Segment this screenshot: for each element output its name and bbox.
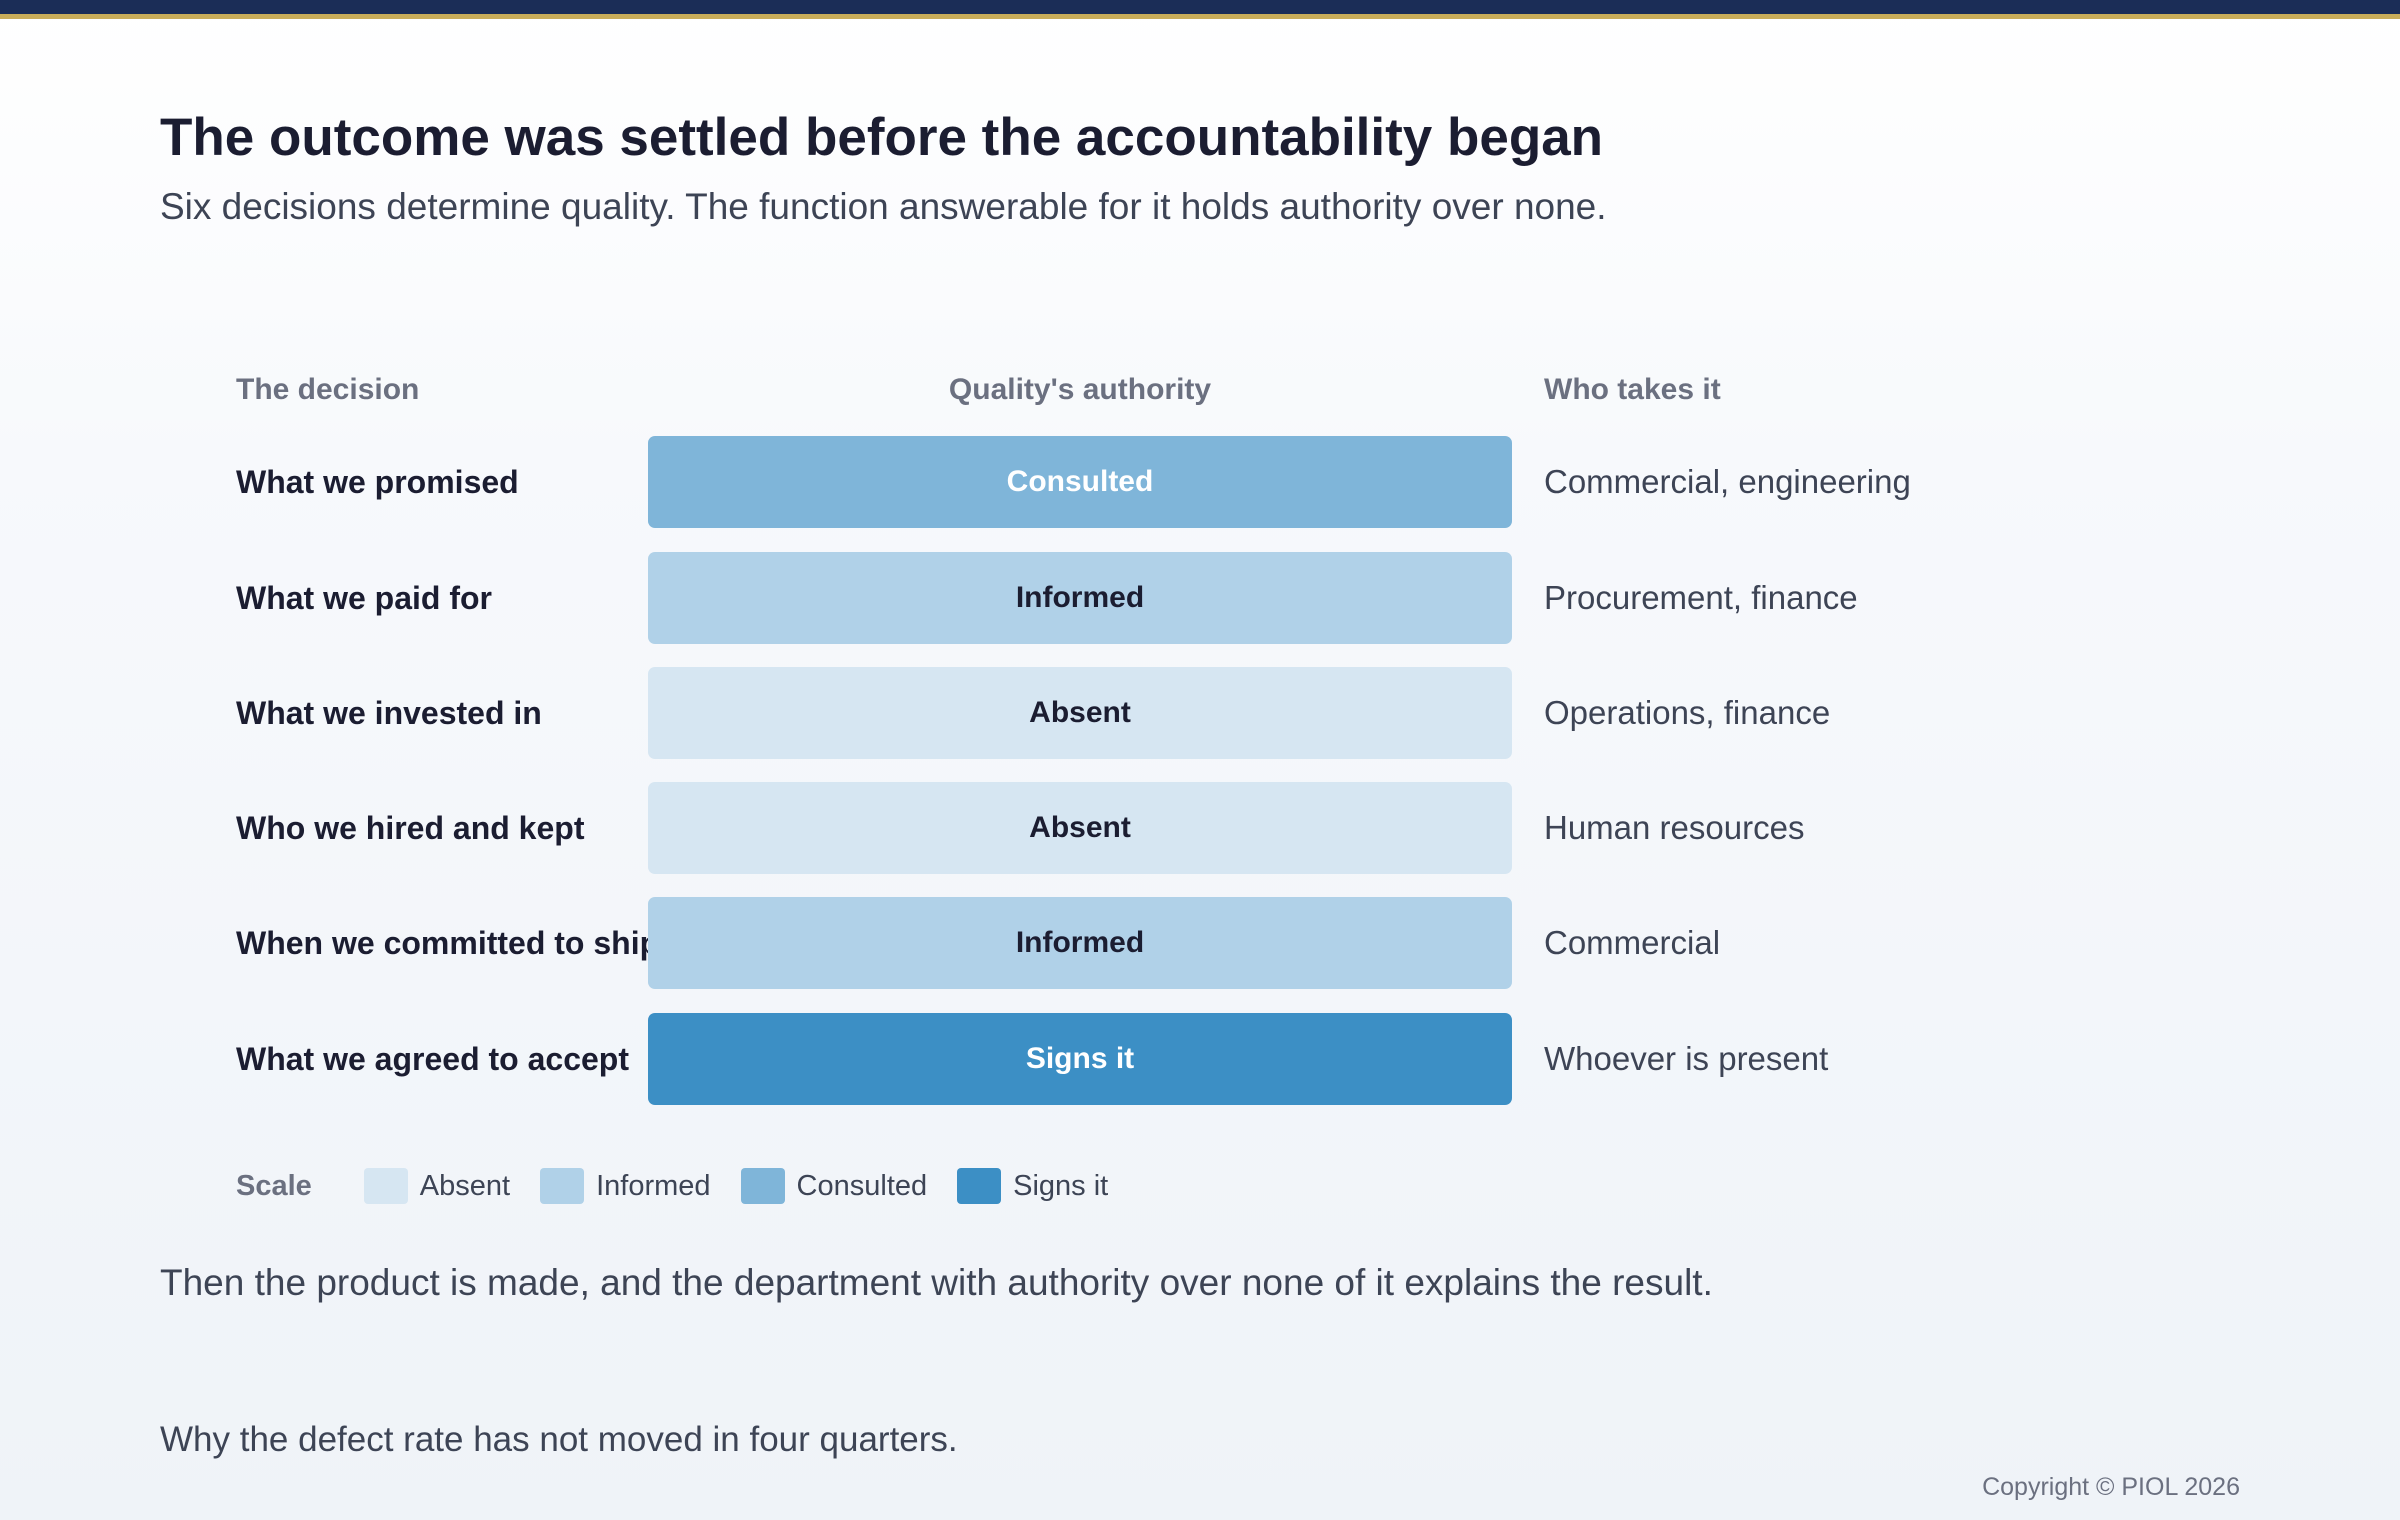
authority-bar: Absent [648,667,1512,759]
legend-swatch [957,1168,1002,1204]
authority-bar: Informed [648,552,1512,644]
table-row: When we committed to ship Informed Comme… [0,897,2400,989]
decision-owner: Operations, finance [1544,694,1831,731]
decision-owner: Commercial [1544,924,1721,961]
legend-item-consulted: Consulted [740,1168,928,1204]
legend-swatch [540,1168,585,1204]
legend-swatch [740,1168,785,1204]
legend-item-absent: Absent [363,1168,511,1204]
legend-item-label: Absent [419,1169,511,1202]
legend-item-informed: Informed [540,1168,711,1204]
decision-owner: Whoever is present [1544,1040,1829,1077]
legend-item-label: Informed [596,1169,711,1202]
legend-item-label: Consulted [796,1169,928,1202]
column-header-decision: The decision [236,373,420,406]
decision-owner: Procurement, finance [1544,579,1858,616]
authority-bar: Absent [648,782,1512,874]
legend-title: Scale [236,1169,312,1202]
table-row: What we paid for Informed Procurement, f… [0,552,2400,644]
legend-item-label: Signs it [1013,1169,1109,1202]
decision-owner: Commercial, engineering [1544,463,1911,500]
decision-label: What we paid for [236,580,492,616]
table-row: What we promised Consulted Commercial, e… [0,436,2400,528]
scale-legend: Scale Absent Informed Consulted Signs it [236,1166,1138,1206]
table-row: What we agreed to accept Signs it Whoeve… [0,1013,2400,1105]
footnote-text: Why the defect rate has not moved in fou… [160,1420,958,1459]
legend-swatch [363,1168,408,1204]
top-accent-bar [0,0,2400,19]
decision-label: What we agreed to accept [236,1041,629,1077]
copyright-notice: Copyright © PIOL 2026 [1982,1473,2240,1501]
page-title: The outcome was settled before the accou… [160,108,1604,167]
conclusion-text: Then the product is made, and the depart… [160,1262,1713,1303]
column-header-who: Who takes it [1544,373,1721,406]
table-row: What we invested in Absent Operations, f… [0,667,2400,759]
authority-bar: Signs it [648,1013,1512,1105]
decision-label: When we committed to ship [236,925,660,961]
table-row: Who we hired and kept Absent Human resou… [0,782,2400,874]
decision-label: What we invested in [236,695,542,731]
column-header-authority: Quality's authority [948,373,1212,406]
decision-label: What we promised [236,464,519,500]
authority-bar: Informed [648,897,1512,989]
page-subtitle: Six decisions determine quality. The fun… [160,186,1607,227]
legend-item-signs-it: Signs it [957,1168,1108,1204]
decision-owner: Human resources [1544,809,1805,846]
authority-bar: Consulted [648,436,1512,528]
decision-label: Who we hired and kept [236,810,585,846]
